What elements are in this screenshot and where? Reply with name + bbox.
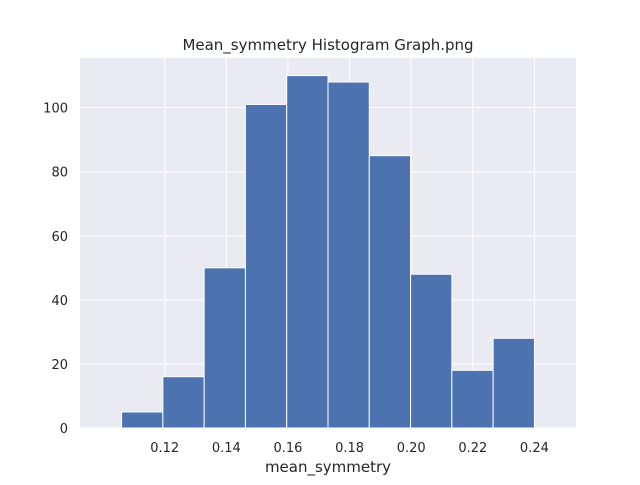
x-tick-label: 0.12 [150,441,179,456]
histogram-bar [410,273,453,429]
histogram-bar [162,376,205,429]
y-tick-label: 100 [43,102,68,117]
y-tick-label: 60 [51,230,68,245]
histogram-bar [121,411,164,429]
x-tick-label: 0.24 [520,441,549,456]
bars [121,75,535,429]
x-tick-label: 0.14 [212,441,241,456]
histogram-bar [244,103,288,429]
x-tick-label: 0.16 [273,441,302,456]
x-tick-labels: 0.12 0.14 0.16 0.18 0.20 0.22 0.24 [150,441,549,456]
y-tick-label: 40 [51,294,68,309]
y-tick-labels: 0 20 40 60 80 100 [43,102,68,437]
histogram-bar [492,337,535,429]
histogram-bar [368,155,412,429]
histogram-bar [327,81,370,429]
y-tick-label: 0 [60,422,68,437]
histogram-bar [286,75,329,429]
chart-title: Mean_symmetry Histogram Graph.png [182,36,473,55]
y-tick-label: 80 [51,166,68,181]
x-tick-label: 0.18 [335,441,364,456]
y-tick-label: 20 [51,358,68,373]
histogram-bar [203,267,246,429]
histogram-bar [451,369,494,429]
x-tick-label: 0.22 [458,441,487,456]
x-axis-label: mean_symmetry [265,458,391,477]
x-tick-label: 0.20 [397,441,426,456]
